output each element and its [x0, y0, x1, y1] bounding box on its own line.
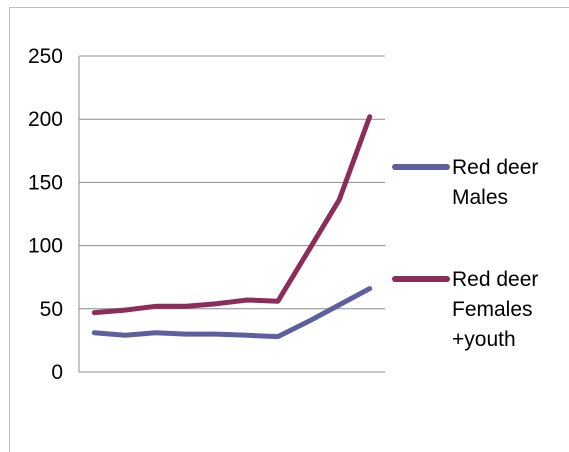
series-line-1 — [91, 286, 373, 340]
legend-label-1-line-2: Males — [452, 186, 508, 209]
y-tick-label-100: 100 — [28, 235, 63, 258]
y-tick-label-50: 50 — [40, 298, 63, 321]
legend-label-2-line-1: Red deer — [452, 268, 538, 291]
y-tick-label-0: 0 — [51, 361, 63, 384]
legend-label-2-line-2: Females — [452, 298, 533, 321]
legend-label-1-line-1: Red deer — [452, 156, 538, 179]
y-tick-label-250: 250 — [28, 45, 63, 68]
legend-label-2-line-3: +youth — [452, 328, 516, 351]
y-tick-label-150: 150 — [28, 171, 63, 194]
y-tick-label-200: 200 — [28, 108, 63, 131]
series-line-2 — [91, 114, 373, 316]
chart-frame — [9, 7, 569, 452]
